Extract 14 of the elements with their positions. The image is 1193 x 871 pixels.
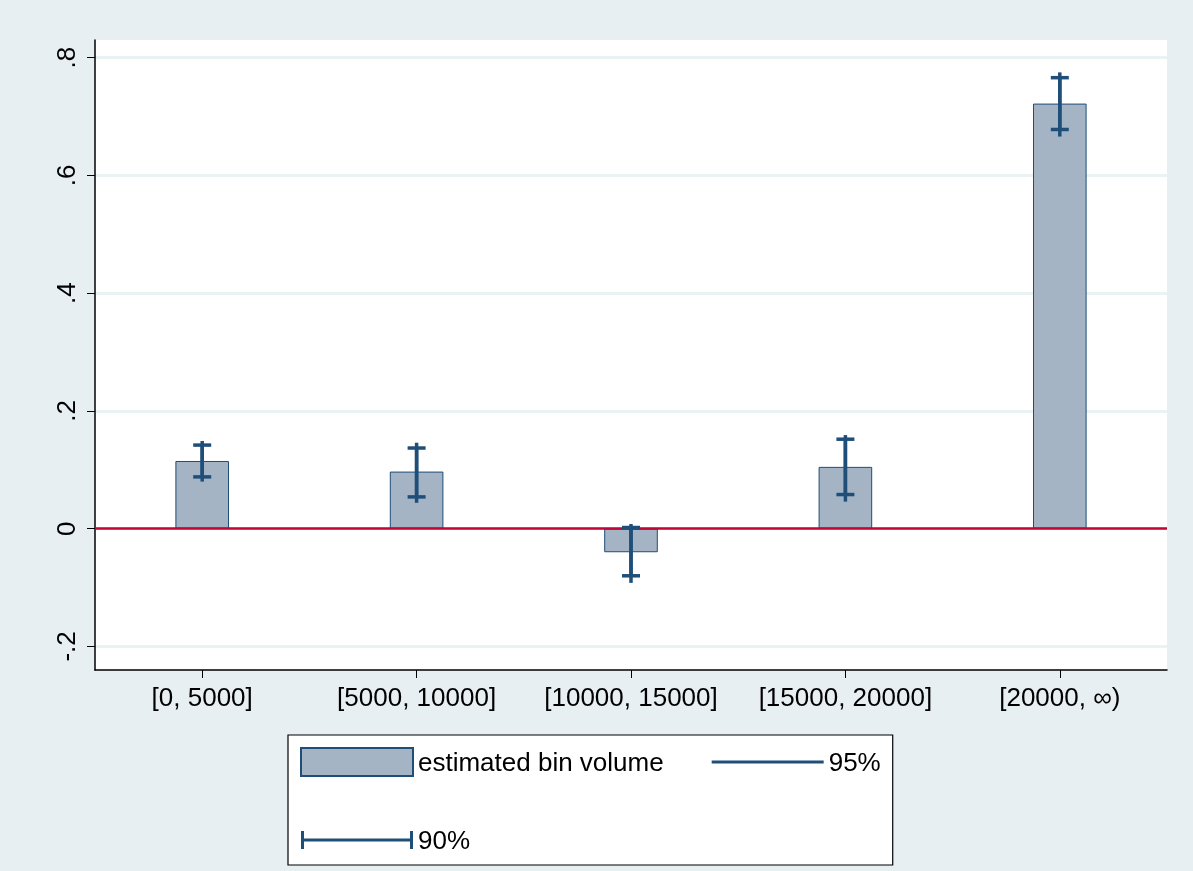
- legend-label: 95%: [828, 747, 881, 777]
- x-tick-label: [10000, 15000]: [544, 682, 718, 712]
- y-tick-label: .6: [51, 164, 81, 187]
- y-tick-label: 0: [51, 521, 81, 536]
- legend-label: 90%: [418, 825, 471, 855]
- x-tick-label: [5000, 10000]: [337, 682, 497, 712]
- y-tick-label: .2: [51, 400, 81, 422]
- x-tick-label: [0, 5000]: [151, 682, 253, 712]
- y-tick-label: .8: [51, 46, 81, 69]
- legend-label: estimated bin volume: [418, 747, 664, 777]
- y-tick-label: -.2: [51, 631, 81, 662]
- x-tick-label: [20000, ∞): [999, 682, 1121, 712]
- x-tick-label: [15000, 20000]: [758, 682, 933, 712]
- y-tick-label: .4: [51, 282, 81, 305]
